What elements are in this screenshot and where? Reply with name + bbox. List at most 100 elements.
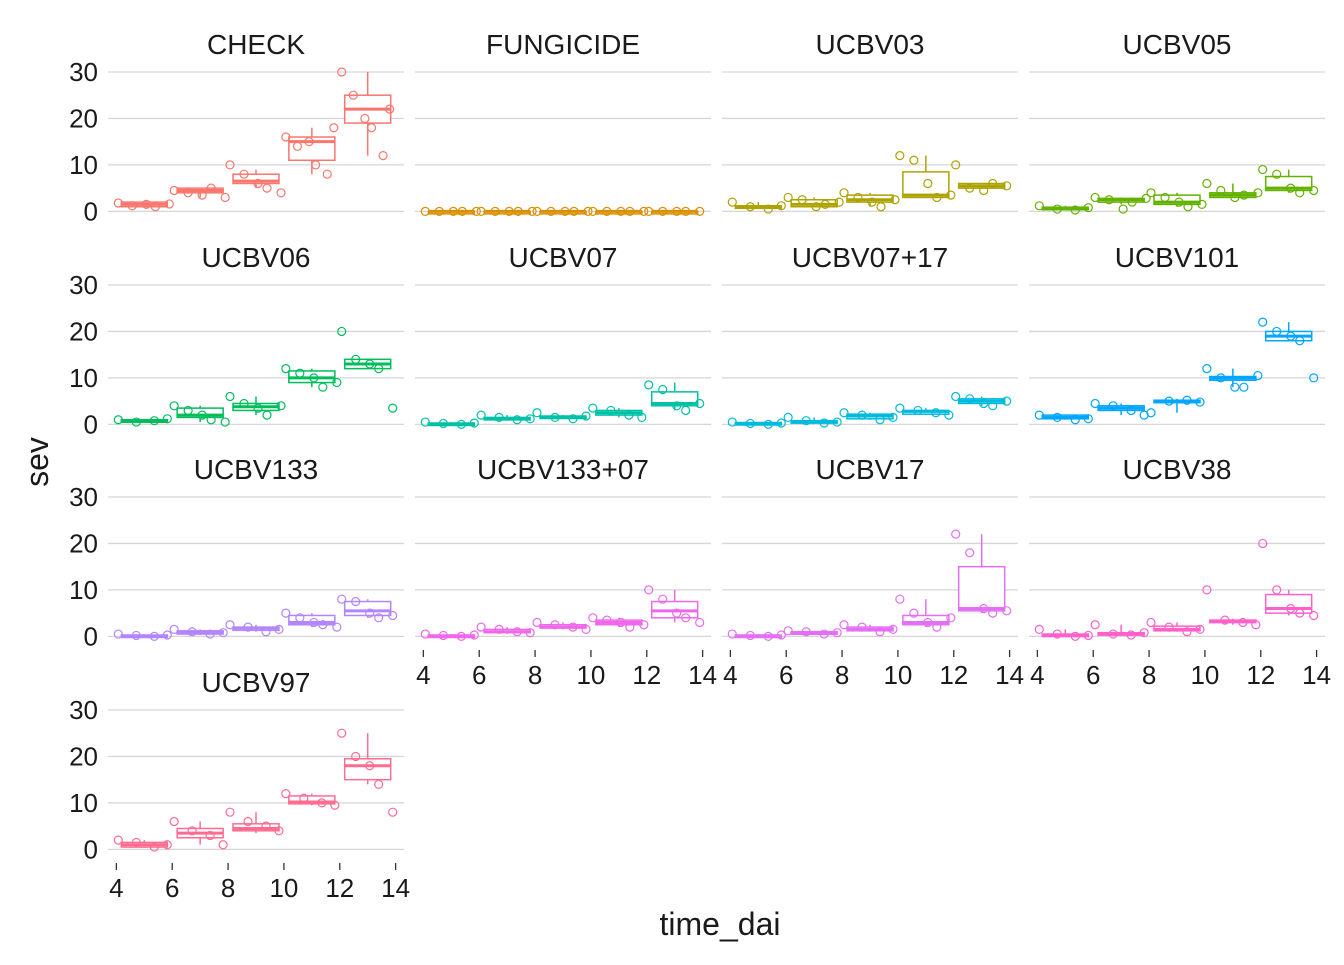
data-point [888,412,898,423]
data-point [834,197,844,207]
data-point [127,201,137,211]
data-point [672,206,682,216]
y-tick-label: 20 [69,741,98,771]
data-point [1195,624,1205,635]
data-point [187,627,197,637]
data-point [1295,608,1305,618]
data-point [776,630,786,640]
data-point [1126,405,1136,416]
data-point [225,620,235,630]
data-point [1052,629,1062,639]
data-point [560,206,570,216]
data-point [318,620,328,630]
panel-title: UCBV07 [509,242,618,273]
y-tick-label: 20 [69,103,98,133]
x-tick-label: 4 [109,873,123,903]
x-axis-title: time_dai [660,906,781,942]
data-point [197,190,207,200]
y-tick-label: 0 [84,834,98,864]
x-tick-label: 10 [269,873,298,903]
data-point [1108,629,1118,639]
data-point [490,206,500,216]
x-tick-label: 6 [165,873,179,903]
data-point [218,628,228,638]
data-point [581,411,591,421]
data-point [797,195,807,205]
data-point [616,206,626,216]
data-point [281,132,291,142]
data-point [262,183,272,193]
data-point [183,188,193,198]
data-point [1141,193,1151,203]
data-point [206,415,216,425]
data-point [1239,190,1249,200]
data-point [512,415,522,425]
data-point [681,613,691,623]
data-point [875,627,885,637]
box [288,614,336,626]
data-point [295,368,305,378]
data-point [225,807,235,817]
data-point [456,631,466,641]
data-point [183,405,193,416]
data-point [895,403,905,413]
data-point [1309,610,1319,621]
data-point [965,548,975,558]
data-point [1197,199,1207,210]
x-tick-label: 10 [883,660,912,690]
data-point [276,401,286,411]
data-point [1034,410,1044,420]
panel-title: UCBV03 [816,29,925,60]
data-point [763,631,773,641]
data-point [169,401,179,411]
data-point [385,104,395,114]
panel-title: UCBV133+07 [477,454,649,485]
data-point [1230,382,1240,392]
data-point [1127,197,1137,207]
data-point [434,206,444,216]
data-point [946,190,956,200]
data-point [131,417,141,427]
data-point [951,160,961,170]
data-point [602,206,612,216]
x-tick-label: 12 [632,660,661,690]
data-point [602,615,612,625]
data-point [141,199,151,210]
data-point [923,178,933,189]
data-point [895,594,905,604]
data-point [274,826,284,836]
data-point [457,206,467,216]
data-point [923,617,933,628]
data-point [311,160,321,170]
data-point [1146,408,1156,418]
box [902,614,950,626]
data-point [261,821,271,831]
data-point [1083,203,1093,213]
data-point [588,403,598,413]
data-point [988,608,998,618]
data-point [374,779,384,789]
data-point [1002,606,1012,616]
data-point [832,628,842,638]
data-point [1202,364,1212,374]
data-point [388,807,398,817]
box [957,565,1006,612]
data-point [149,416,159,426]
x-tick-label: 4 [723,660,737,690]
data-point [1164,622,1174,632]
data-point [1286,331,1296,341]
data-point [727,417,737,427]
data-point [476,206,486,216]
x-tick-label: 4 [416,660,430,690]
data-point [801,627,811,637]
data-point [253,178,263,189]
data-point [1052,204,1062,214]
data-point [783,626,793,636]
data-point [1090,398,1100,409]
x-tick-label: 8 [221,873,235,903]
data-point [913,405,923,416]
data-point [205,629,215,639]
data-point [658,384,668,395]
panel-title: UCBV06 [202,242,311,273]
